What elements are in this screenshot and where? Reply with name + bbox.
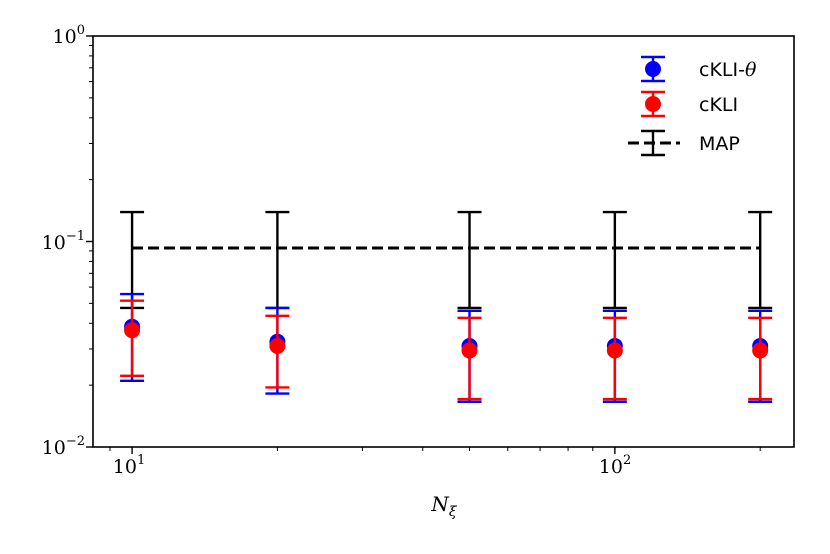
data-point	[461, 342, 478, 359]
y-tick-label: 100	[53, 23, 85, 48]
series-map	[120, 210, 773, 310]
plot-frame	[92, 35, 795, 448]
x-tick-label: 102	[599, 453, 631, 478]
x-axis-title: Nξ	[430, 492, 458, 520]
y-tick-label: 10−1	[42, 229, 85, 254]
legend-entry-ckli: cKLI	[641, 90, 738, 118]
major-ticks	[86, 35, 616, 454]
series-ckli	[120, 299, 773, 401]
legend-marker	[645, 61, 661, 77]
y-tick-label: 10−2	[42, 434, 85, 459]
legend: cKLI-θ cKLI MAP	[628, 55, 757, 157]
y-tick-labels: 10−2 10−1 100	[42, 23, 85, 459]
data-point	[124, 322, 141, 339]
legend-label: cKLI-θ	[699, 59, 757, 81]
x-tick-labels: 101 102	[113, 453, 631, 478]
x-tick-label: 101	[113, 453, 145, 478]
legend-entry-ckli-theta: cKLI-θ	[641, 55, 757, 83]
legend-marker	[645, 96, 661, 112]
data-point	[269, 338, 286, 355]
series-layer	[120, 210, 773, 403]
legend-label: cKLI	[699, 94, 738, 116]
plot-area	[93, 36, 794, 447]
data-point	[752, 342, 769, 359]
legend-entry-map: MAP	[628, 129, 740, 157]
legend-label: MAP	[699, 133, 740, 155]
data-point	[606, 342, 623, 359]
